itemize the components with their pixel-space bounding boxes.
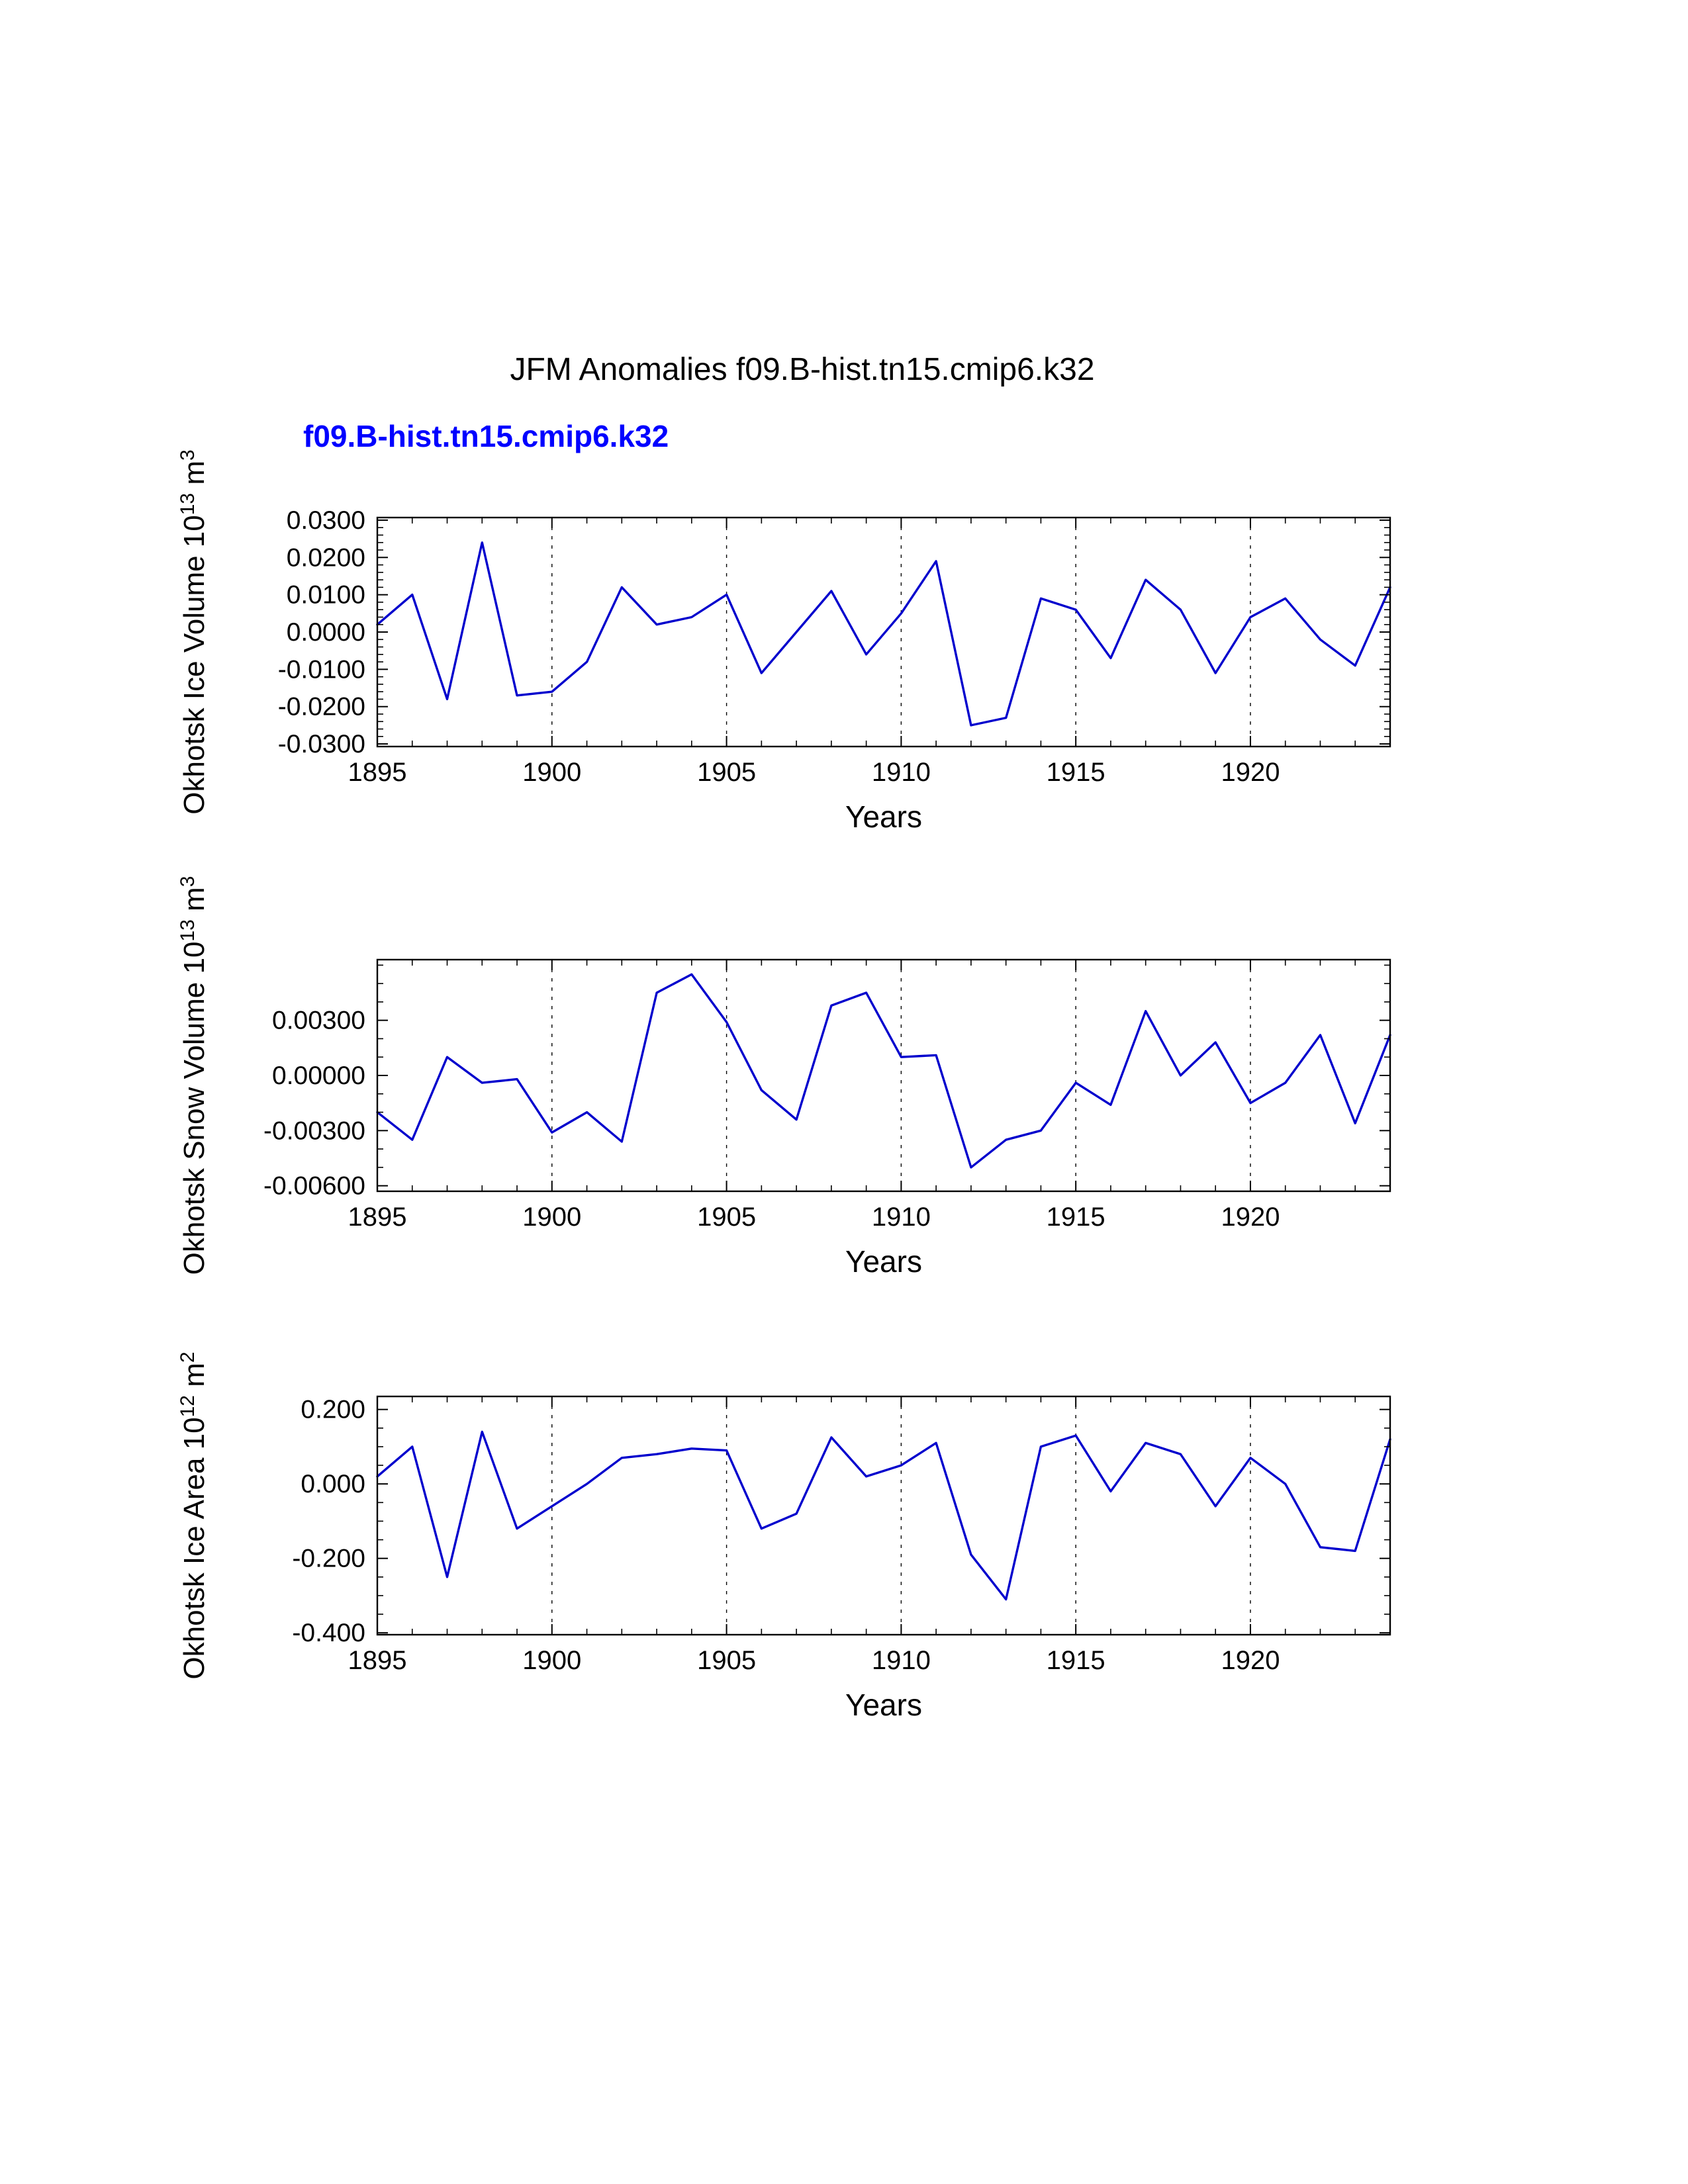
y-tick-label: -0.0200: [278, 693, 365, 721]
y-tick-label: 0.0300: [287, 506, 365, 535]
y-tick-label: -0.0300: [278, 730, 365, 758]
y-tick-label: 0.00000: [272, 1062, 365, 1090]
x-tick-label: 1905: [697, 1646, 756, 1675]
y-axis-title: Okhotsk Ice Volume 1013 m3: [177, 449, 211, 814]
x-tick-label: 1910: [872, 758, 931, 787]
y-tick-label: 0.000: [301, 1470, 365, 1498]
x-tick-label: 1900: [522, 758, 581, 787]
y-tick-label: 0.00300: [272, 1007, 365, 1035]
x-tick-label: 1910: [872, 1203, 931, 1232]
y-tick-label: -0.0100: [278, 655, 365, 684]
plot-box: [376, 516, 1391, 748]
x-axis-title: Years: [845, 1244, 922, 1279]
x-tick-label: 1905: [697, 1203, 756, 1232]
plot-box: [376, 1395, 1391, 1636]
x-tick-label: 1915: [1047, 758, 1105, 787]
y-tick-label: -0.00600: [263, 1172, 365, 1201]
y-tick-label: 0.0000: [287, 618, 365, 647]
x-tick-label: 1920: [1221, 758, 1280, 787]
x-tick-label: 1915: [1047, 1646, 1105, 1675]
x-tick-label: 1895: [348, 1646, 407, 1675]
x-tick-label: 1920: [1221, 1646, 1280, 1675]
x-tick-label: 1895: [348, 1203, 407, 1232]
y-tick-label: 0.0200: [287, 543, 365, 572]
y-tick-label: 0.200: [301, 1396, 365, 1424]
x-tick-label: 1900: [522, 1646, 581, 1675]
legend-label: f09.B-hist.tn15.cmip6.k32: [303, 419, 669, 453]
x-tick-label: 1920: [1221, 1203, 1280, 1232]
x-tick-label: 1910: [872, 1646, 931, 1675]
series-line: [376, 973, 1391, 1169]
y-tick-label: -0.00300: [263, 1116, 365, 1145]
x-axis-title: Years: [845, 1688, 922, 1722]
series-line: [376, 1430, 1391, 1601]
y-axis-title: Okhotsk Snow Volume 1013 m3: [177, 876, 211, 1275]
x-tick-label: 1915: [1047, 1203, 1105, 1232]
x-axis-title: Years: [845, 799, 922, 834]
plot-box: [376, 958, 1391, 1193]
x-tick-label: 1895: [348, 758, 407, 787]
x-tick-label: 1905: [697, 758, 756, 787]
y-tick-label: 0.0100: [287, 581, 365, 610]
y-axis-title: Okhotsk Ice Area 1012 m2: [177, 1351, 211, 1679]
x-tick-label: 1900: [522, 1203, 581, 1232]
y-tick-label: -0.200: [292, 1545, 365, 1573]
y-tick-label: -0.400: [292, 1619, 365, 1647]
series-line: [376, 541, 1391, 727]
page-title: JFM Anomalies f09.B-hist.tn15.cmip6.k32: [510, 352, 1095, 387]
chart-okhotsk-ice-volume: 0.0300 0.0200 0.0100 0.0000 -0.0100 -0.0200 -0…: [177, 449, 1391, 834]
